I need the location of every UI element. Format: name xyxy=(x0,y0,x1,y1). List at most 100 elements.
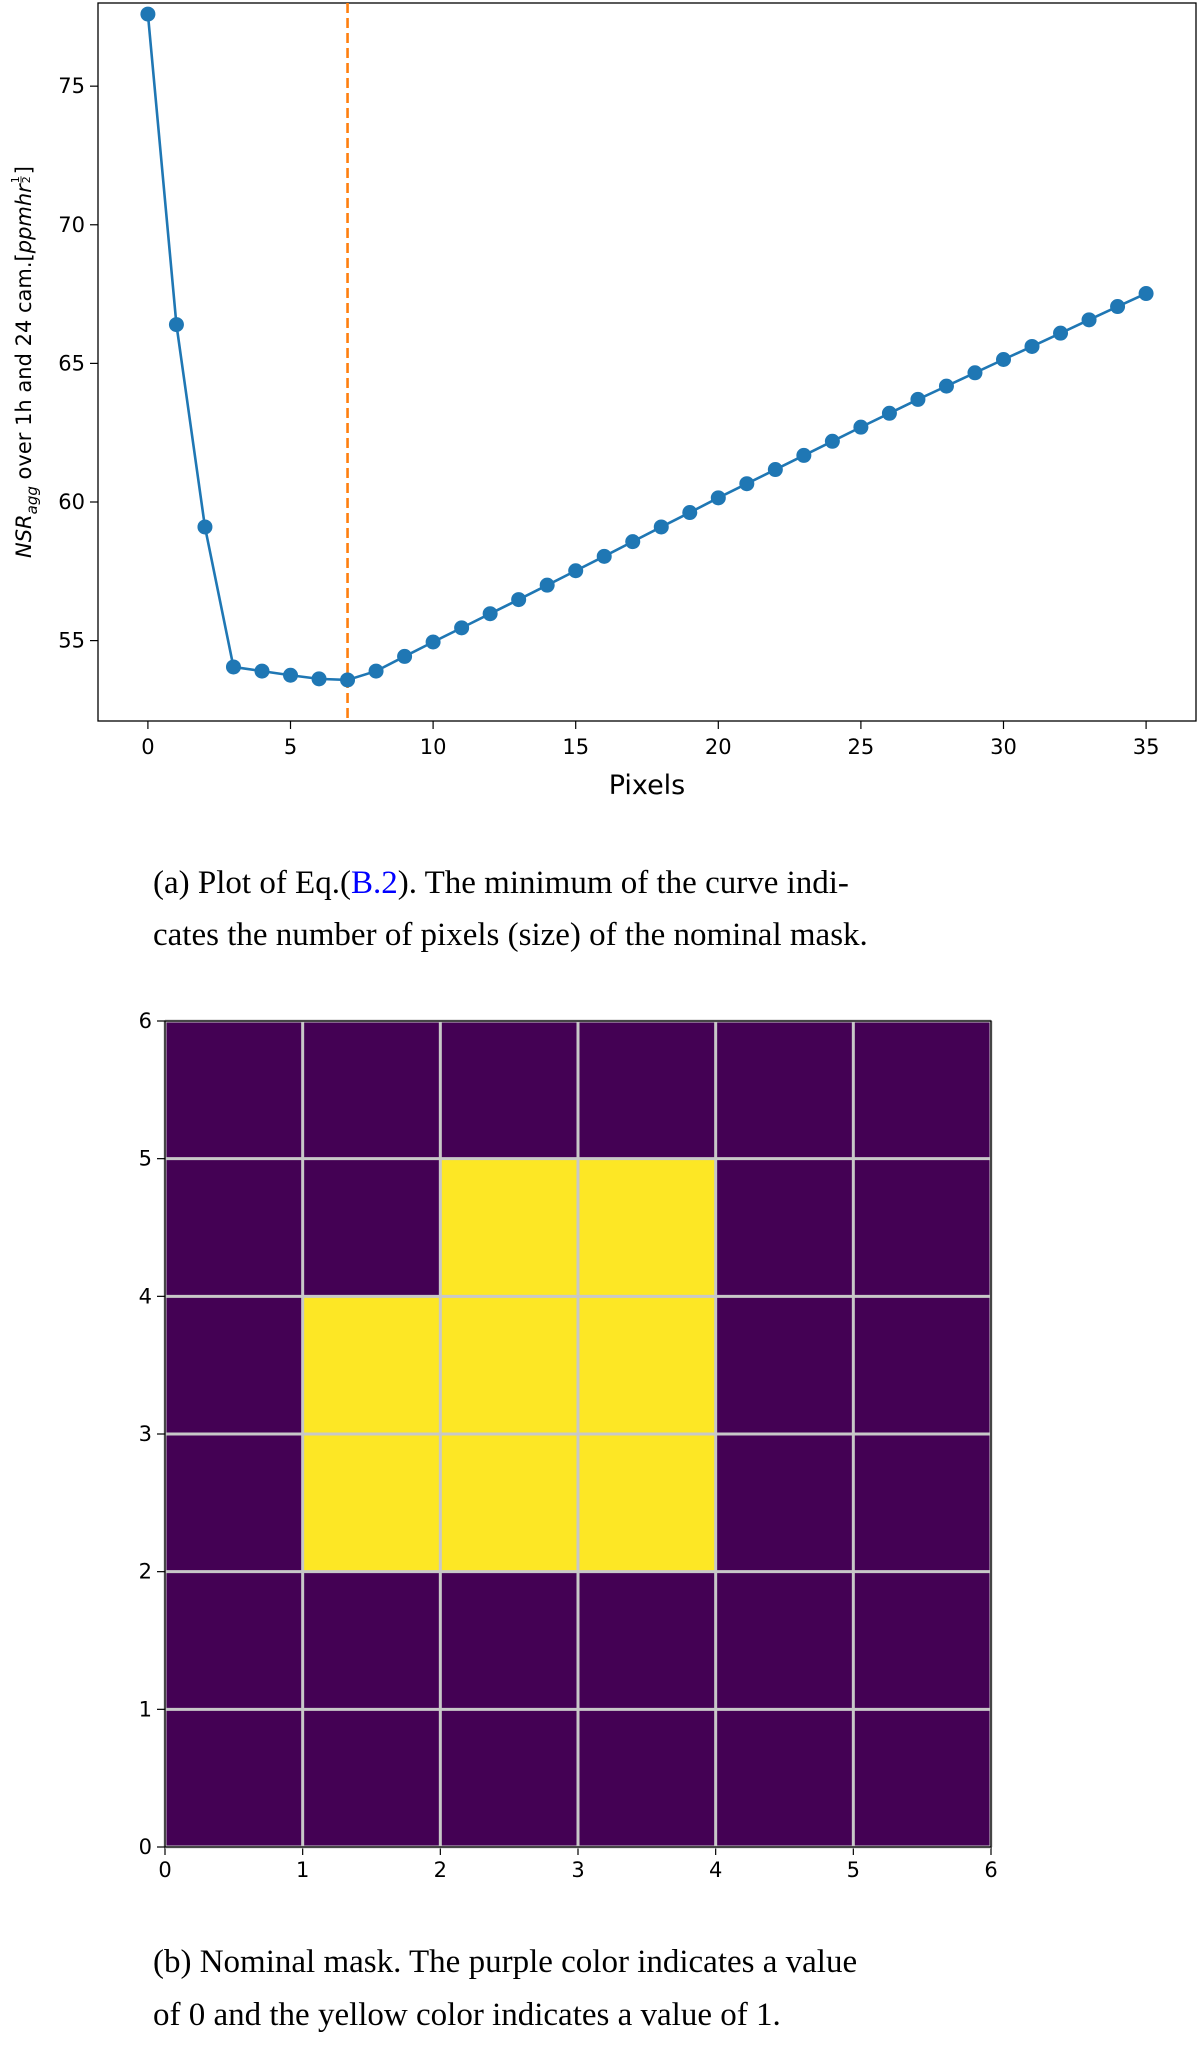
plot-frame xyxy=(164,1020,992,1848)
cell xyxy=(853,1021,991,1159)
cell xyxy=(165,1021,303,1159)
caption: (a) Plot of Eq.(B.2). The minimum of the… xyxy=(153,865,849,901)
cell xyxy=(302,1021,441,1159)
y-tick-label: 1 xyxy=(139,1697,152,1721)
x-tick-label: 0 xyxy=(141,735,154,759)
x-tick-label: 20 xyxy=(705,735,732,759)
point xyxy=(625,534,641,550)
point xyxy=(168,317,184,333)
cell xyxy=(302,1434,441,1572)
y-tick-label: 60 xyxy=(58,490,85,514)
x-tick-label: 10 xyxy=(420,735,447,759)
x-tick-label: 25 xyxy=(848,735,875,759)
cell xyxy=(715,1296,854,1434)
point xyxy=(853,419,869,435)
cell xyxy=(165,1434,303,1572)
caption: of 0 and the yellow color indicates a va… xyxy=(153,1997,781,2033)
cell xyxy=(715,1021,854,1159)
x-tick-label: 35 xyxy=(1133,735,1160,759)
cell xyxy=(853,1158,991,1297)
cell xyxy=(165,1709,303,1847)
cell xyxy=(440,1434,578,1572)
x-tick-label: 2 xyxy=(434,1858,447,1882)
x-tick-label: 5 xyxy=(847,1858,860,1882)
point xyxy=(454,620,470,636)
point xyxy=(739,476,755,492)
y-axis-label-part: agg xyxy=(23,486,41,514)
point xyxy=(368,663,384,679)
caption-text: (b) Nominal mask. The purple color indic… xyxy=(153,1944,857,1980)
y-axis-label-part: NSR xyxy=(12,514,36,558)
x-tick-label: 4 xyxy=(709,1858,722,1882)
point xyxy=(710,490,726,506)
y-tick-label: 6 xyxy=(139,1009,152,1033)
point xyxy=(796,447,812,463)
point xyxy=(1110,299,1126,315)
cell xyxy=(578,1434,716,1572)
x-tick-label: 1 xyxy=(296,1858,309,1882)
point xyxy=(311,671,327,687)
point xyxy=(283,667,299,683)
cell xyxy=(440,1158,578,1297)
x-tick-label: 15 xyxy=(562,735,589,759)
point xyxy=(653,519,669,535)
cell xyxy=(715,1709,854,1847)
y-axis-label-exp-den: 2 xyxy=(20,176,33,183)
point xyxy=(767,462,783,478)
point xyxy=(910,391,926,407)
cell xyxy=(165,1571,303,1710)
point xyxy=(1081,312,1097,328)
cell xyxy=(715,1158,854,1297)
point xyxy=(967,365,983,381)
cell xyxy=(302,1571,441,1710)
point xyxy=(1053,325,1069,341)
line xyxy=(146,13,1147,682)
cell xyxy=(578,1709,716,1847)
cell xyxy=(715,1571,854,1710)
point xyxy=(995,352,1011,368)
caption-text: ). The minimum of the curve indi- xyxy=(398,865,849,901)
y-axis-label-close: ] xyxy=(12,166,36,174)
point xyxy=(1024,338,1040,354)
y-axis-label-part: over 1h and 24 cam.[ xyxy=(12,253,36,486)
point xyxy=(340,672,356,688)
point xyxy=(568,563,584,579)
point xyxy=(482,606,498,622)
point xyxy=(938,378,954,394)
caption: (b) Nominal mask. The purple color indic… xyxy=(153,1944,857,1980)
cell xyxy=(440,1709,578,1847)
y-tick-label: 4 xyxy=(139,1284,152,1308)
x-tick-label: 6 xyxy=(984,1858,997,1882)
point xyxy=(254,663,270,679)
caption-link[interactable]: B.2 xyxy=(351,865,398,901)
y-axis-label-text: NSRagg over 1h and 24 cam.[ppmhr xyxy=(12,183,41,558)
cell xyxy=(578,1296,716,1434)
point xyxy=(397,648,413,664)
point xyxy=(824,433,840,449)
point xyxy=(881,405,897,421)
x-tick-label: 0 xyxy=(158,1858,171,1882)
cell xyxy=(853,1709,991,1847)
caption: cates the number of pixels (size) of the… xyxy=(153,917,868,953)
cell xyxy=(440,1571,578,1710)
y-axis-label-exp-num: 1 xyxy=(9,176,22,183)
cell xyxy=(165,1296,303,1434)
plot-frame xyxy=(97,2,1197,722)
y-tick-label: 70 xyxy=(58,213,85,237)
y-tick-label: 75 xyxy=(58,74,85,98)
caption-text: cates the number of pixels (size) of the… xyxy=(153,917,868,953)
y-tick-label: 2 xyxy=(139,1560,152,1584)
y-axis-label-part: ppmhr xyxy=(12,183,36,254)
x-tick-label: 3 xyxy=(571,1858,584,1882)
point xyxy=(140,6,156,22)
cell xyxy=(715,1434,854,1572)
y-tick-label: 0 xyxy=(139,1835,152,1859)
y-tick-label: 65 xyxy=(58,351,85,375)
x-tick-label: 30 xyxy=(990,735,1017,759)
cell xyxy=(578,1158,716,1297)
point xyxy=(425,634,441,650)
cell xyxy=(302,1709,441,1847)
caption-text: of 0 and the yellow color indicates a va… xyxy=(153,1997,781,2033)
y-tick-label: 5 xyxy=(139,1147,152,1171)
